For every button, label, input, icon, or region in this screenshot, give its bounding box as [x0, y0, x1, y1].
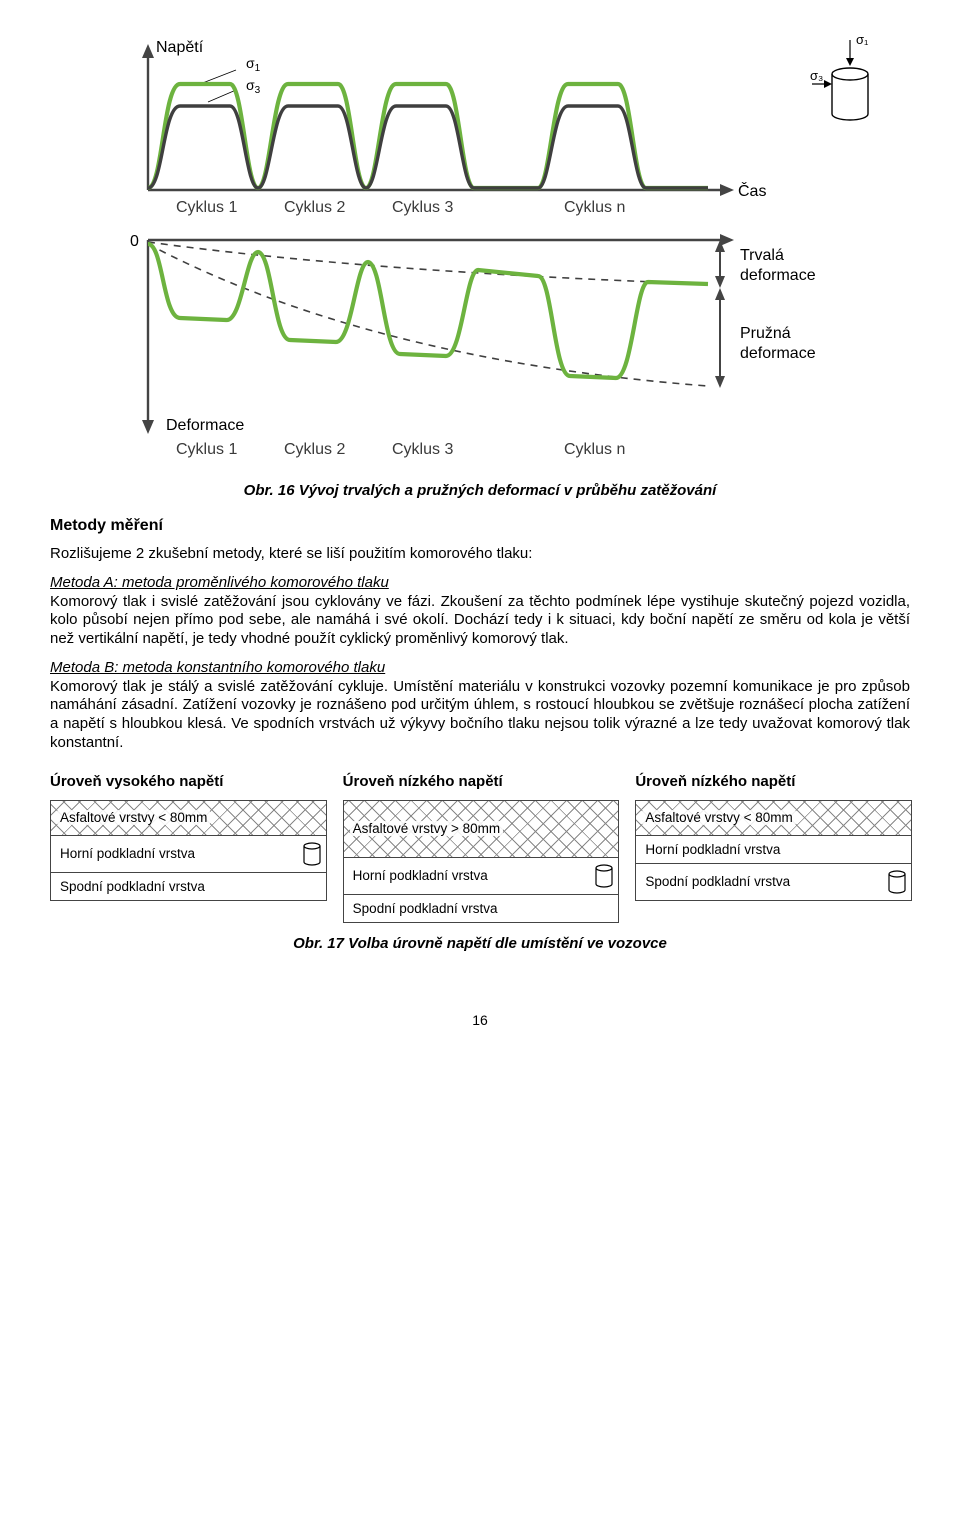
- label-trvala: Trvalá: [740, 247, 784, 264]
- dark-waveform-top: [148, 106, 708, 188]
- inset-sigma3: σ₃: [810, 68, 823, 83]
- asphalt-layer: Asfaltové vrstvy < 80mm: [636, 801, 911, 836]
- deformation-chart: Napětí Čas σ1 σ3 Cyklus 1 Cyklus 2 Cyklu…: [108, 40, 848, 470]
- cylinder-icon: [302, 842, 320, 866]
- layer-label: Horní podkladní vrstva: [642, 842, 783, 857]
- stress-column: Úroveň nízkého napětí Asfaltové vrstvy > …: [343, 773, 618, 923]
- sublayer: Spodní podkladní vrstva: [51, 873, 326, 900]
- label-trvala2: deformace: [740, 267, 816, 284]
- layer-label: Asfaltové vrstvy < 80mm: [57, 810, 210, 825]
- cycle-label: Cyklus 3: [392, 199, 453, 216]
- metoda-b: Metoda B: metoda konstantního komorového…: [50, 659, 910, 753]
- column-title: Úroveň nízkého napětí: [343, 773, 618, 790]
- sublayer: Horní podkladní vrstva: [51, 836, 326, 873]
- layer-stack: Asfaltové vrstvy > 80mm Horní podkladní v…: [343, 800, 620, 923]
- layer-label: Spodní podkladní vrstva: [57, 879, 208, 894]
- cycle-label: Cyklus n: [564, 441, 625, 458]
- metoda-a-body: Komorový tlak i svislé zatěžování jsou c…: [50, 593, 910, 648]
- cycle-label: Cyklus 2: [284, 199, 345, 216]
- cycle-label: Cyklus 1: [176, 441, 237, 458]
- sigma3-label: σ3: [246, 77, 261, 96]
- cylinder-icon: [594, 864, 612, 888]
- stress-column: Úroveň nízkého napětí Asfaltové vrstvy < …: [635, 773, 910, 923]
- sigma1-label: σ1: [246, 55, 261, 74]
- axis-napeti: Napětí: [156, 40, 204, 56]
- figure-17: Úroveň vysokého napětí Asfaltové vrstvy <…: [50, 773, 910, 923]
- zero-label: 0: [130, 233, 139, 250]
- figure-16: σ₁ σ₃ Napětí Čas σ1 σ3: [108, 40, 910, 470]
- layer-label: Horní podkladní vrstva: [57, 846, 198, 861]
- metoda-a: Metoda A: metoda proměnlivého komorového…: [50, 574, 910, 649]
- intro-text: Rozlišujeme 2 zkušební metody, které se …: [50, 545, 910, 564]
- axis-deformace: Deformace: [166, 417, 244, 434]
- cycle-label: Cyklus 1: [176, 199, 237, 216]
- cycle-label: Cyklus n: [564, 199, 625, 216]
- metoda-a-title: Metoda A: metoda proměnlivého komorového…: [50, 574, 389, 591]
- layer-stack: Asfaltové vrstvy < 80mm Horní podkladní v…: [635, 800, 912, 901]
- cylinder-inset: σ₁ σ₃: [810, 34, 910, 130]
- section-metody-mereni: Metody měření: [50, 517, 910, 535]
- cylinder-icon: [887, 870, 905, 894]
- asphalt-layer: Asfaltové vrstvy > 80mm: [344, 801, 619, 858]
- layer-label: Spodní podkladní vrstva: [642, 874, 793, 889]
- layer-stack: Asfaltové vrstvy < 80mm Horní podkladní v…: [50, 800, 327, 901]
- metoda-b-body: Komorový tlak je stálý a svislé zatěžová…: [50, 678, 910, 751]
- green-waveform-bottom: [148, 244, 708, 378]
- figure-17-caption: Obr. 17 Volba úrovně napětí dle umístění…: [50, 935, 910, 952]
- sublayer: Spodní podkladní vrstva: [636, 864, 911, 900]
- label-pruzna: Pružná: [740, 325, 791, 342]
- column-title: Úroveň vysokého napětí: [50, 773, 325, 790]
- asphalt-layer: Asfaltové vrstvy < 80mm: [51, 801, 326, 836]
- column-title: Úroveň nízkého napětí: [635, 773, 910, 790]
- stress-column: Úroveň vysokého napětí Asfaltové vrstvy <…: [50, 773, 325, 923]
- layer-label: Asfaltové vrstvy < 80mm: [642, 810, 795, 825]
- cycle-label: Cyklus 3: [392, 441, 453, 458]
- sublayer: Horní podkladní vrstva: [636, 836, 911, 864]
- cycle-label: Cyklus 2: [284, 441, 345, 458]
- metoda-b-title: Metoda B: metoda konstantního komorového…: [50, 659, 385, 676]
- figure-16-caption: Obr. 16 Vývoj trvalých a pružných deform…: [50, 482, 910, 499]
- label-pruzna2: deformace: [740, 345, 816, 362]
- layer-label: Horní podkladní vrstva: [350, 868, 491, 883]
- layer-label: Spodní podkladní vrstva: [350, 901, 501, 916]
- sublayer: Horní podkladní vrstva: [344, 858, 619, 895]
- inset-sigma1: σ₁: [856, 34, 869, 47]
- green-waveform-top: [148, 84, 708, 188]
- axis-cas: Čas: [738, 181, 766, 200]
- layer-label: Asfaltové vrstvy > 80mm: [350, 821, 503, 836]
- dashed-upper: [148, 242, 708, 284]
- page-number: 16: [50, 1012, 910, 1028]
- sublayer: Spodní podkladní vrstva: [344, 895, 619, 922]
